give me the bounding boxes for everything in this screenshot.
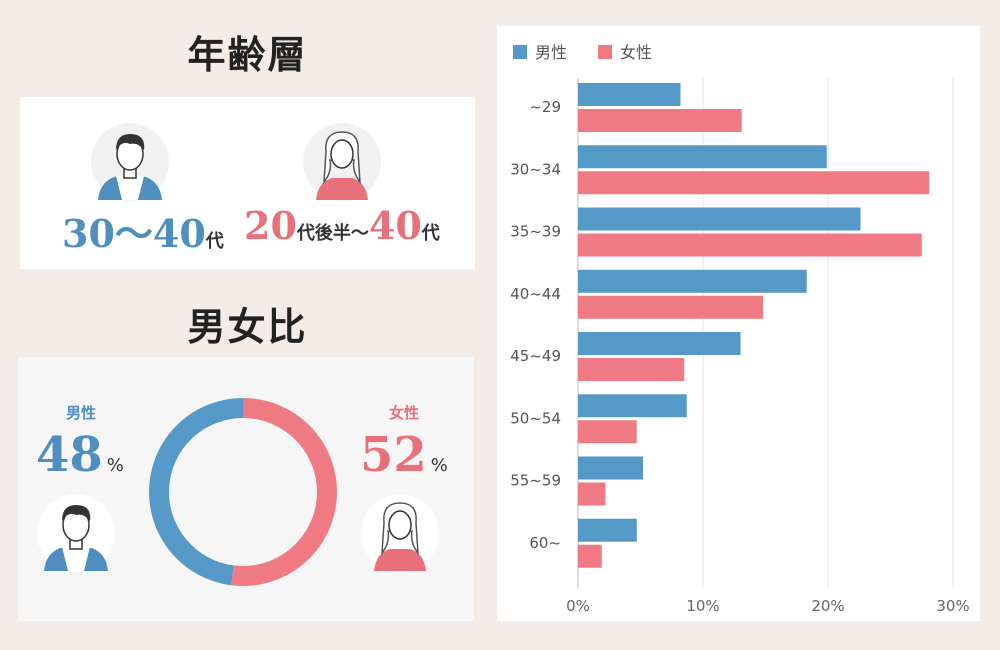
male-age-range: 30〜40代 — [62, 203, 224, 258]
bar-female — [578, 295, 763, 319]
gender-ratio-donut — [149, 398, 337, 586]
y-tick-label: 55~59 — [510, 472, 561, 490]
female-age-range: 20代後半〜40代 — [244, 203, 440, 248]
bar-male — [578, 518, 637, 542]
woman-avatar-icon — [361, 494, 439, 572]
x-tick-label: 30% — [936, 597, 969, 615]
bar-male — [578, 145, 827, 169]
donut-slice-male — [149, 398, 244, 586]
legend-label-male: 男性 — [535, 43, 567, 62]
y-tick-label: 60~ — [529, 534, 561, 552]
male-ratio-number: 48 — [36, 427, 103, 483]
female-age-to: 40 — [368, 203, 422, 248]
y-tick-label: 30~34 — [510, 160, 561, 178]
female-age-mid: 代後半〜 — [296, 223, 369, 244]
legend-swatch-female — [598, 45, 612, 59]
bar-male — [578, 456, 643, 480]
y-tick-label: 35~39 — [510, 223, 561, 241]
woman-avatar-icon — [303, 123, 381, 201]
gender-ratio-card: 男性 48% 女性 52% — [18, 357, 474, 621]
bar-female — [578, 482, 606, 506]
bar-female — [578, 109, 742, 132]
male-age-tilde: 〜 — [114, 211, 153, 256]
female-ratio-number: 52 — [360, 427, 427, 483]
female-ratio-value: 52% — [360, 427, 448, 483]
bar-male — [578, 269, 807, 293]
x-tick-label: 20% — [811, 597, 844, 615]
bar-female — [578, 544, 602, 568]
male-ratio-unit: % — [106, 455, 124, 476]
bar-chart-svg: 男性 女性 0% 10% 20% 30% ~29 30~34 35~39 40~44 45~49 50… — [510, 43, 969, 615]
x-tick-label: 10% — [686, 597, 719, 615]
bar-female — [578, 420, 637, 444]
male-age-to: 40 — [152, 211, 206, 256]
female-ratio-unit: % — [430, 455, 448, 476]
female-age-from: 20 — [244, 203, 297, 248]
bar-male — [578, 83, 681, 106]
age-section-title: 年齢層 — [187, 32, 308, 77]
male-ratio-value: 48% — [36, 427, 124, 483]
y-tick-label: 50~54 — [510, 409, 561, 427]
male-ratio-label: 男性 — [65, 404, 96, 422]
bar-female — [578, 358, 685, 381]
y-tick-label: ~29 — [529, 98, 561, 116]
female-ratio-label: 女性 — [388, 404, 419, 422]
bar-male — [578, 207, 861, 231]
y-tick-label: 40~44 — [510, 285, 561, 303]
age-gender-bar-chart: 男性 女性 0% 10% 20% 30% ~29 30~34 35~39 40~44 45~49 50… — [497, 26, 980, 621]
bar-male — [578, 394, 687, 418]
legend-label-female: 女性 — [620, 43, 652, 62]
x-tick-label: 0% — [566, 597, 590, 615]
bar-male — [578, 332, 741, 355]
male-age-suffix: 代 — [205, 231, 224, 252]
bar-female — [578, 233, 922, 257]
gender-ratio-title: 男女比 — [187, 304, 308, 349]
male-age-from: 30 — [62, 211, 115, 256]
bar-female — [578, 171, 930, 195]
age-card: 30〜40代 20代後半〜40代 — [20, 97, 475, 269]
man-avatar-icon — [37, 494, 115, 572]
y-tick-label: 45~49 — [510, 347, 561, 365]
female-age-suffix: 代 — [421, 223, 440, 244]
man-avatar-icon — [91, 123, 169, 201]
donut-slice-female — [231, 398, 337, 586]
legend-swatch-male — [513, 45, 527, 59]
